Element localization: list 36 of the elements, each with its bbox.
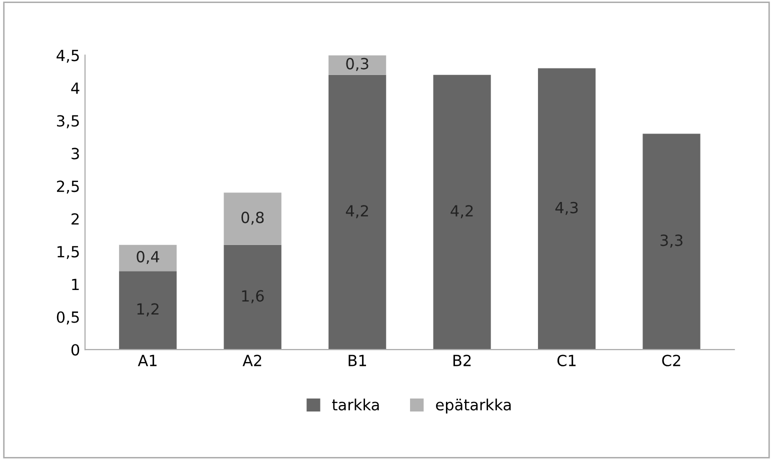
x-tick-label: A1 bbox=[138, 354, 157, 366]
bar bbox=[224, 244, 282, 350]
bar bbox=[328, 55, 386, 75]
bar bbox=[119, 244, 177, 272]
data-label: 0,8 bbox=[241, 212, 264, 225]
bar bbox=[119, 271, 177, 350]
x-tick-label: A2 bbox=[242, 354, 262, 366]
bar bbox=[642, 134, 700, 350]
data-label: 3,3 bbox=[660, 234, 682, 248]
data-label: 4,2 bbox=[450, 205, 473, 218]
y-tick-label: 1 bbox=[72, 278, 79, 290]
y-tick-label: 2 bbox=[72, 213, 79, 225]
y-tick-label: 0 bbox=[71, 344, 80, 356]
data-label: 1,2 bbox=[137, 303, 158, 316]
bar bbox=[433, 74, 491, 350]
bar bbox=[538, 68, 596, 350]
y-tick-label: 3,5 bbox=[57, 115, 79, 128]
bar bbox=[224, 192, 282, 245]
y-tick-label: 3 bbox=[72, 148, 79, 160]
data-label: 1,6 bbox=[242, 290, 264, 304]
x-tick-label: B2 bbox=[453, 354, 471, 366]
y-tick-label: 0,5 bbox=[56, 311, 79, 324]
x-tick-label: C1 bbox=[557, 354, 576, 366]
x-tick-label: C2 bbox=[662, 354, 680, 366]
y-tick-label: 4,5 bbox=[56, 50, 79, 63]
bar bbox=[328, 74, 386, 350]
legend-label: tarkka bbox=[332, 398, 379, 411]
legend-label: epätarkka bbox=[436, 398, 511, 414]
data-label: 4,3 bbox=[555, 202, 578, 215]
y-tick-label: 2,5 bbox=[56, 180, 79, 194]
data-label: 0,3 bbox=[346, 58, 368, 72]
data-label: 0,4 bbox=[136, 250, 160, 264]
y-tick-label: 1,5 bbox=[58, 246, 79, 260]
data-label: 4,2 bbox=[346, 205, 368, 218]
y-tick-label: 4 bbox=[71, 82, 80, 94]
x-tick-label: B1 bbox=[348, 354, 366, 366]
